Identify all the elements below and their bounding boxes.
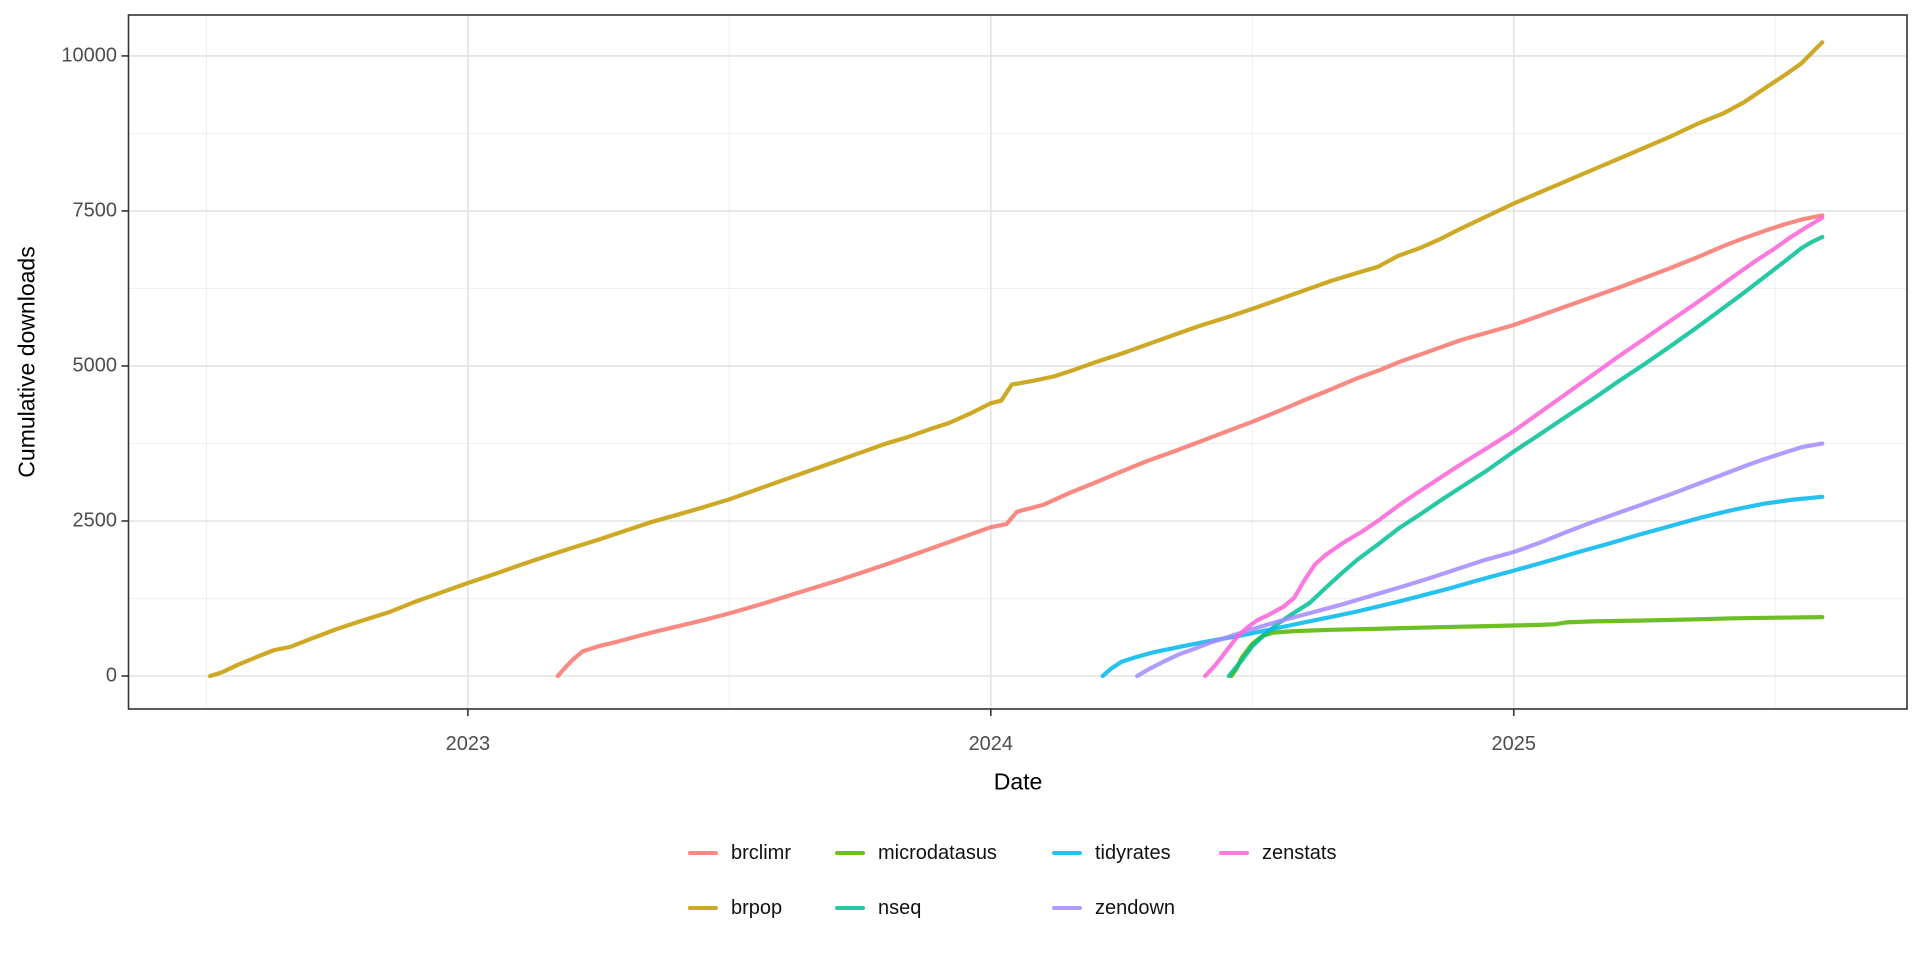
y-tick-label: 10000	[61, 44, 117, 67]
series-line-brclimr	[555, 213, 1825, 679]
y-axis-title: Cumulative downloads	[13, 246, 40, 478]
legend-label-zenstats: zenstats	[1262, 841, 1337, 864]
panel-border	[127, 14, 1908, 710]
legend-label-zendown: zendown	[1095, 896, 1176, 919]
y-tick-label: 0	[105, 664, 117, 687]
legend-key-brclimr	[688, 851, 718, 855]
series-line-zendown	[1135, 441, 1825, 679]
legend-key-brpop	[688, 906, 718, 910]
legend-item-tidyrates: tidyrates	[1052, 841, 1171, 865]
legend-label-brpop: brpop	[731, 896, 783, 919]
y-tick-label: 2500	[72, 509, 118, 532]
legend-item-nseq: nseq	[835, 896, 921, 920]
x-tick-label: 2023	[445, 733, 491, 755]
y-tick-label: 5000	[72, 354, 118, 377]
legend-item-microdatasus: microdatasus	[835, 841, 997, 865]
legend-label-brclimr: brclimr	[731, 841, 791, 864]
series-line-tidyrates	[1100, 494, 1825, 679]
series-line-brpop	[208, 40, 1825, 679]
legend-item-brclimr: brclimr	[688, 841, 791, 865]
legend-item-brpop: brpop	[688, 896, 782, 920]
legend-key-zendown	[1052, 906, 1082, 910]
legend-key-tidyrates	[1052, 851, 1082, 855]
legend-label-nseq: nseq	[878, 896, 922, 919]
legend-label-microdatasus: microdatasus	[878, 841, 997, 864]
legend-key-microdatasus	[835, 851, 865, 855]
legend-key-nseq	[835, 906, 865, 910]
legend-item-zenstats: zenstats	[1219, 841, 1336, 865]
x-tick-label: 2025	[1491, 733, 1537, 755]
series-line-microdatasus	[1229, 615, 1825, 679]
legend-key-zenstats	[1219, 851, 1249, 855]
legend-label-tidyrates: tidyrates	[1095, 841, 1171, 864]
x-tick-label: 2024	[968, 733, 1014, 755]
x-axis-title: Date	[993, 768, 1043, 795]
legend-item-zendown: zendown	[1052, 896, 1175, 920]
series-line-nseq	[1226, 234, 1825, 679]
y-tick-label: 7500	[72, 199, 118, 222]
series-line-zenstats	[1203, 215, 1825, 679]
